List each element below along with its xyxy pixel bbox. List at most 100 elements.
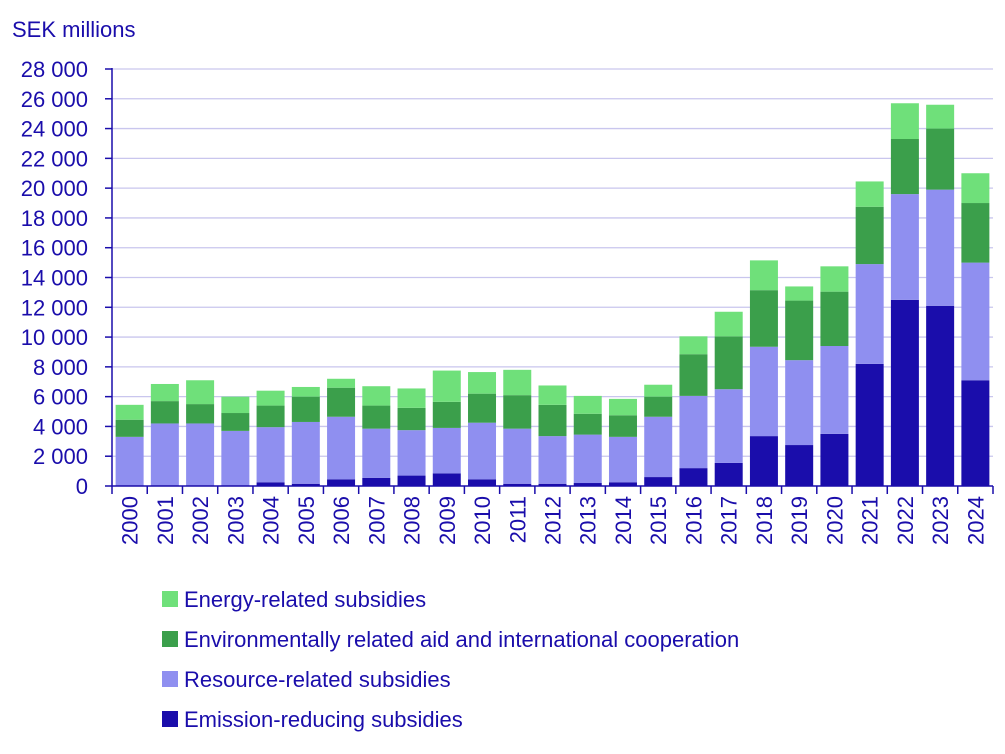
x-tick-label: 2009 — [435, 496, 460, 545]
bar-segment-2007-series-0 — [362, 477, 391, 486]
bar-segment-2019-series-0 — [785, 445, 814, 486]
bar-segment-2007-series-1 — [362, 428, 391, 478]
x-tick-label: 2021 — [858, 496, 883, 545]
gridlines — [112, 68, 993, 457]
x-tick-label: 2024 — [963, 496, 988, 545]
x-tick-label: 2005 — [294, 496, 319, 545]
legend-label: Environmentally related aid and internat… — [184, 627, 739, 652]
bar-segment-2020-series-2 — [820, 291, 849, 347]
x-tick-label: 2003 — [223, 496, 248, 545]
bar-segment-2017-series-0 — [714, 462, 743, 486]
bar-segment-2019-series-3 — [785, 286, 814, 301]
bar-segment-2014-series-3 — [608, 398, 637, 416]
bar-segment-2021-series-3 — [855, 181, 884, 207]
bar-segment-2013-series-2 — [573, 413, 602, 435]
bar-segment-2021-series-1 — [855, 264, 884, 364]
bar-segment-2000-series-2 — [115, 419, 144, 437]
bar-segment-2024-series-1 — [961, 262, 990, 381]
x-tick-label: 2012 — [541, 496, 566, 545]
bars — [115, 103, 990, 486]
y-tick-labels: 0 2 000 4 000 6 000 8 000 10 000 12 000 14 000 1… — [21, 57, 112, 499]
bar-segment-2024-series-3 — [961, 173, 990, 204]
bar-segment-2004-series-3 — [256, 390, 285, 406]
legend-swatch — [162, 711, 178, 727]
bar-segment-2007-series-2 — [362, 405, 391, 429]
x-tick-label: 2001 — [153, 496, 178, 545]
bar-segment-2022-series-3 — [890, 103, 919, 139]
x-tick-label: 2016 — [681, 496, 706, 545]
bar-segment-2001-series-2 — [150, 401, 179, 424]
bar-segment-2017-series-3 — [714, 311, 743, 337]
y-tick-label: 20 000 — [21, 176, 88, 201]
bar-segment-2014-series-2 — [608, 415, 637, 437]
bar-segment-2008-series-3 — [397, 388, 426, 408]
bar-segment-2022-series-1 — [890, 194, 919, 300]
bar-segment-2017-series-1 — [714, 389, 743, 463]
bar-segment-2001-series-3 — [150, 383, 179, 402]
bar-segment-2022-series-2 — [890, 138, 919, 195]
y-axis-title: SEK millions — [12, 17, 135, 42]
bar-segment-2015-series-2 — [644, 396, 673, 417]
y-tick-label: 0 — [76, 474, 88, 499]
y-tick-label: 4 000 — [33, 414, 88, 439]
x-tick-label: 2023 — [928, 496, 953, 545]
bar-segment-2023-series-1 — [926, 189, 955, 306]
bar-segment-2018-series-2 — [749, 290, 778, 347]
bar-segment-2018-series-3 — [749, 260, 778, 291]
x-tick-label: 2010 — [470, 496, 495, 545]
bar-segment-2016-series-1 — [679, 395, 708, 469]
bar-segment-2022-series-0 — [890, 299, 919, 486]
bar-segment-2020-series-0 — [820, 433, 849, 486]
x-tick-label: 2017 — [717, 496, 742, 545]
bar-segment-2009-series-1 — [432, 427, 461, 474]
bar-segment-2008-series-1 — [397, 430, 426, 476]
y-tick-label: 18 000 — [21, 206, 88, 231]
legend-swatch — [162, 591, 178, 607]
bar-segment-2020-series-1 — [820, 346, 849, 434]
bar-segment-2012-series-3 — [538, 385, 567, 405]
bar-segment-2002-series-1 — [186, 423, 215, 486]
y-tick-label: 12 000 — [21, 295, 88, 320]
y-tick-label: 24 000 — [21, 117, 88, 142]
x-tick-label: 2018 — [752, 496, 777, 545]
bar-segment-2014-series-1 — [608, 436, 637, 483]
bar-segment-2005-series-3 — [291, 386, 320, 397]
bar-segment-2015-series-0 — [644, 477, 673, 486]
bar-segment-2006-series-0 — [327, 479, 356, 486]
bar-segment-2023-series-3 — [926, 104, 955, 129]
bar-segment-2024-series-2 — [961, 203, 990, 263]
bar-segment-2010-series-0 — [468, 479, 497, 486]
bar-segment-2016-series-3 — [679, 336, 708, 355]
x-tick-label: 2019 — [787, 496, 812, 545]
bar-segment-2001-series-1 — [150, 423, 179, 486]
bar-segment-2004-series-1 — [256, 427, 285, 483]
bar-segment-2002-series-2 — [186, 404, 215, 424]
bar-segment-2010-series-2 — [468, 393, 497, 423]
bar-segment-2007-series-3 — [362, 386, 391, 406]
x-tick-label: 2011 — [505, 496, 530, 543]
bar-segment-2009-series-0 — [432, 473, 461, 486]
bar-segment-2019-series-2 — [785, 300, 814, 361]
axes — [111, 68, 993, 487]
bar-segment-2011-series-3 — [503, 369, 532, 396]
x-tick-labels: 2000 2001 2002 2003 2004 2005 2006 2007 2008 2009… — [111, 486, 994, 545]
bar-segment-2008-series-0 — [397, 475, 426, 486]
x-tick-label: 2006 — [329, 496, 354, 545]
bar-segment-2023-series-2 — [926, 128, 955, 190]
bar-segment-2021-series-2 — [855, 206, 884, 265]
bar-segment-2021-series-0 — [855, 363, 884, 486]
x-tick-label: 2002 — [188, 496, 213, 545]
bar-segment-2010-series-3 — [468, 372, 497, 394]
bar-segment-2003-series-3 — [221, 396, 250, 414]
bar-segment-2000-series-3 — [115, 404, 144, 420]
x-tick-label: 2013 — [576, 496, 601, 545]
bar-segment-2005-series-0 — [291, 483, 320, 486]
bar-segment-2002-series-3 — [186, 380, 215, 405]
x-tick-label: 2022 — [893, 496, 918, 545]
x-tick-label: 2008 — [400, 496, 425, 545]
y-tick-label: 6 000 — [33, 385, 88, 410]
bar-segment-2024-series-0 — [961, 380, 990, 486]
bar-segment-2011-series-0 — [503, 483, 532, 486]
bar-segment-2000-series-1 — [115, 436, 144, 486]
